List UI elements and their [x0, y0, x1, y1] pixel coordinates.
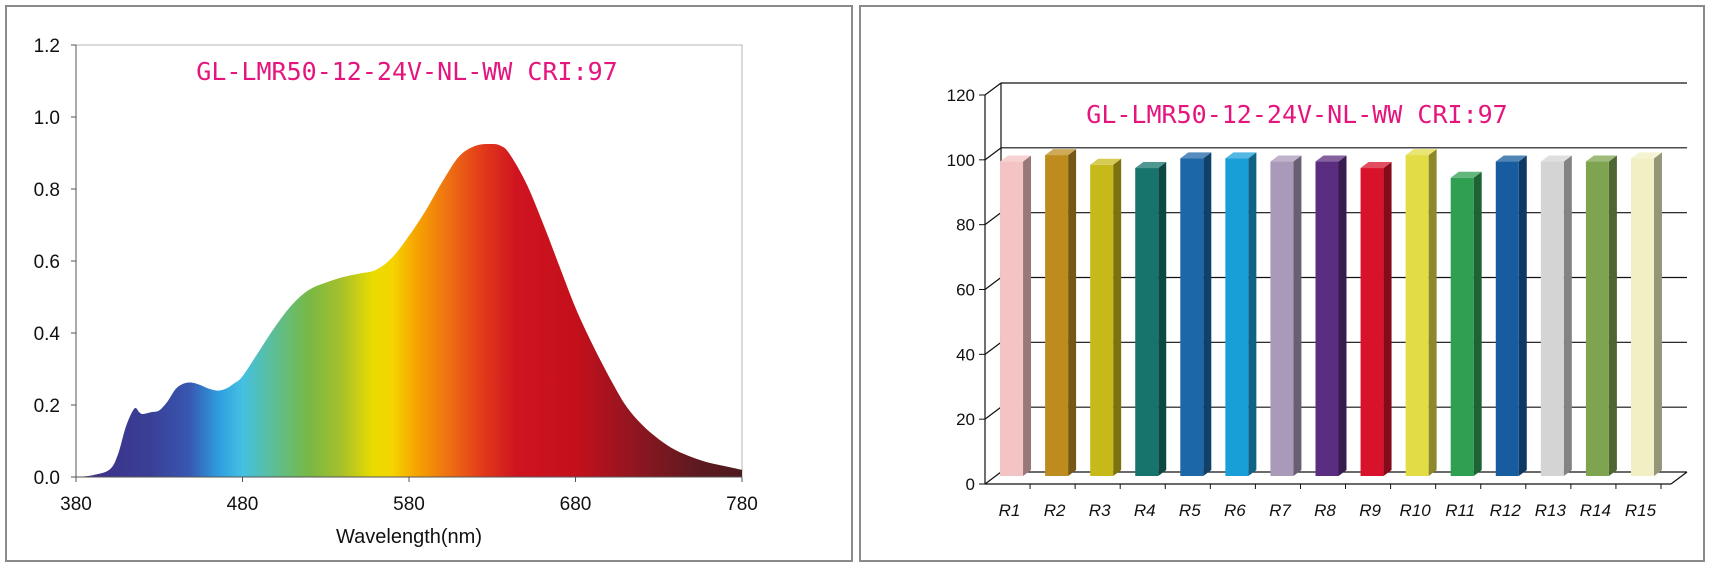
bar-side — [1473, 171, 1482, 476]
bar-top — [1585, 155, 1617, 162]
gridline-connector — [984, 212, 1002, 226]
y-tick-label: 20 — [956, 410, 975, 429]
bar-top — [1405, 149, 1437, 156]
x-tick-label: R10 — [1400, 501, 1432, 520]
y-tick-label: 60 — [956, 281, 975, 300]
bar — [1045, 155, 1069, 476]
y-tick-label: 80 — [956, 216, 975, 235]
bar-top — [1045, 149, 1077, 156]
bar-side — [1113, 158, 1122, 477]
x-tick-label: R9 — [1359, 501, 1381, 520]
x-tick-label: R14 — [1580, 501, 1611, 520]
bar — [1630, 158, 1654, 477]
bar — [1360, 168, 1384, 476]
bar-side — [1383, 162, 1392, 476]
x-tick-label: R4 — [1134, 501, 1156, 520]
bar — [1405, 155, 1429, 476]
bar — [1540, 161, 1564, 476]
x-tick-label: R13 — [1535, 501, 1567, 520]
bar — [1495, 161, 1519, 476]
x-axis-label: Wavelength(nm) — [336, 526, 482, 548]
gridline-connector — [984, 406, 1002, 420]
bar-side — [1293, 155, 1302, 476]
bar-side — [1023, 155, 1032, 476]
bar-top — [1180, 152, 1212, 159]
bar-side — [1068, 149, 1077, 476]
bar-side — [1338, 155, 1347, 476]
y-tick-label: 0.4 — [34, 324, 61, 345]
x-tick-label: R8 — [1314, 501, 1336, 520]
x-tick-label: 580 — [393, 494, 425, 515]
bar-side — [1653, 152, 1662, 477]
cri-chart-title: GL-LMR50-12-24V-NL-WW CRI:97 — [1086, 100, 1507, 129]
cri-chart-panel: 0 20 40 60 80 100 120 R1 R2 R3 R4 R5 R6 R7 R8 R9 R10 R11 R… — [859, 5, 1705, 562]
x-tick-label: R15 — [1625, 501, 1657, 520]
x-tick-label: R5 — [1179, 501, 1201, 520]
bar-top — [1270, 155, 1302, 162]
bar-top — [1450, 171, 1482, 178]
y-tick-label: 100 — [947, 151, 975, 170]
x-tick-label: 780 — [726, 494, 758, 515]
bar-top — [1315, 155, 1347, 162]
bar-side — [1608, 155, 1617, 476]
gridline-connector — [984, 341, 1002, 355]
y-tick-label: 0.8 — [34, 180, 60, 201]
spectrum-chart-title: GL-LMR50-12-24V-NL-WW CRI:97 — [196, 57, 617, 86]
bar-side — [1158, 162, 1167, 476]
gridline-connector — [984, 277, 1002, 290]
bar-side — [1428, 149, 1437, 476]
bar-side — [1203, 152, 1212, 477]
bar-top — [1000, 155, 1032, 162]
gridline-connector — [984, 82, 1002, 96]
x-tick-label: R1 — [999, 501, 1021, 520]
spectrum-chart: 0.0 0.2 0.4 0.6 0.8 1.0 1.2 380 480 580 680 780 GL-… — [34, 36, 758, 548]
x-tick-label: R7 — [1269, 501, 1291, 520]
spectrum-chart-panel: 0.0 0.2 0.4 0.6 0.8 1.0 1.2 380 480 580 680 780 GL-… — [5, 5, 853, 562]
y-tick-label: 0.2 — [34, 396, 60, 417]
bar — [1225, 158, 1249, 477]
bar-top — [1225, 152, 1257, 159]
x-tick-label: 380 — [60, 494, 92, 515]
y-tick-label: 0 — [966, 475, 975, 494]
x-tick-label: 680 — [560, 494, 592, 515]
x-tick-label: R11 — [1445, 501, 1475, 520]
bar-side — [1248, 152, 1257, 477]
bar — [1315, 161, 1339, 476]
bar-top — [1495, 155, 1527, 162]
x-tick-label: R3 — [1089, 501, 1111, 520]
bar — [1000, 161, 1024, 476]
bar — [1585, 161, 1609, 476]
x-tick-label: R12 — [1490, 501, 1522, 520]
y-tick-label: 1.0 — [34, 108, 60, 129]
floor-right-edge — [1670, 471, 1688, 485]
bar — [1270, 161, 1294, 476]
bar-top — [1630, 152, 1662, 159]
y-tick-label: 1.2 — [34, 36, 60, 57]
bar-side — [1518, 155, 1527, 476]
bar — [1135, 168, 1159, 476]
x-tick-label: 480 — [227, 494, 259, 515]
bar — [1180, 158, 1204, 477]
spectrum-area — [76, 143, 742, 478]
cri-bar-chart: 0 20 40 60 80 100 120 R1 R2 R3 R4 R5 R6 R7 R8 R9 R10 R11 R… — [947, 82, 1688, 520]
bar-top — [1540, 155, 1572, 162]
x-tick-label: R2 — [1044, 501, 1066, 520]
y-tick-label: 40 — [956, 345, 975, 364]
bar-top — [1135, 162, 1167, 169]
gridline-connector — [984, 147, 1002, 161]
bar — [1450, 177, 1474, 476]
bar — [1090, 164, 1114, 477]
bar-top — [1090, 158, 1122, 165]
y-tick-label: 0.6 — [34, 252, 60, 273]
y-tick-label: 0.0 — [34, 468, 60, 489]
y-tick-label: 120 — [947, 86, 975, 105]
bar-top — [1360, 162, 1392, 169]
bar-side — [1563, 155, 1572, 476]
gridline-connector — [984, 471, 1002, 485]
x-tick-label: R6 — [1224, 501, 1246, 520]
